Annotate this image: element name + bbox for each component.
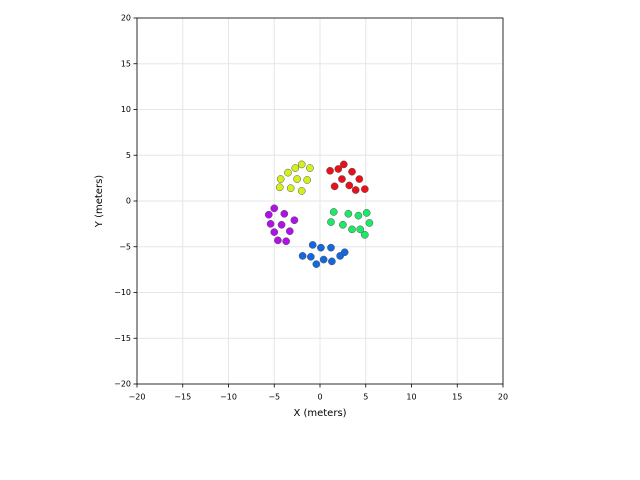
point — [308, 241, 317, 249]
point — [290, 216, 299, 225]
point — [270, 204, 279, 213]
point — [282, 237, 290, 246]
point — [286, 184, 295, 193]
point — [329, 208, 338, 216]
x-tick-label: −10 — [220, 393, 237, 402]
point — [355, 175, 364, 183]
y-tick-label: 10 — [121, 105, 131, 114]
x-tick-label: 0 — [317, 393, 322, 402]
x-tick-label: 10 — [406, 393, 416, 402]
point — [277, 220, 286, 229]
y-tick-label: 15 — [121, 59, 131, 68]
point — [348, 167, 356, 176]
point — [348, 225, 356, 234]
x-axis-label: X (meters) — [293, 408, 346, 419]
y-tick-label: 5 — [126, 151, 131, 160]
y-axis-label: Y (meters) — [94, 175, 105, 228]
x-tick-label: −15 — [174, 393, 191, 402]
point — [280, 209, 289, 218]
point — [264, 210, 273, 219]
point — [339, 220, 347, 229]
point — [293, 175, 301, 183]
point — [274, 236, 282, 245]
point — [319, 255, 328, 264]
point — [328, 257, 336, 266]
point — [275, 183, 284, 192]
point — [303, 176, 312, 184]
point — [360, 231, 369, 239]
point — [351, 186, 360, 194]
point — [334, 165, 343, 173]
point — [312, 260, 321, 268]
point — [338, 175, 346, 183]
point — [307, 252, 315, 261]
point — [291, 164, 300, 172]
point — [339, 160, 348, 169]
point — [285, 227, 294, 236]
point — [345, 181, 354, 190]
x-tick-label: 15 — [452, 393, 462, 402]
y-tick-label: 20 — [121, 14, 131, 23]
point — [270, 228, 279, 236]
point — [298, 252, 307, 260]
y-tick-label: −15 — [114, 334, 131, 343]
point — [266, 220, 275, 228]
point — [354, 211, 363, 220]
point — [317, 243, 325, 252]
x-tick-label: −5 — [268, 393, 280, 402]
y-tick-label: −10 — [114, 288, 131, 297]
point — [276, 175, 285, 183]
x-tick-label: 5 — [363, 393, 368, 402]
y-tick-label: 0 — [126, 197, 131, 206]
point — [344, 209, 353, 218]
point — [297, 160, 306, 169]
point — [356, 225, 365, 234]
point — [362, 209, 371, 217]
point — [306, 164, 314, 172]
point — [327, 243, 335, 252]
point — [284, 168, 292, 177]
point — [326, 166, 334, 175]
point — [336, 252, 344, 260]
x-tick-label: 20 — [498, 393, 508, 402]
y-tick-label: −20 — [114, 380, 131, 389]
point — [327, 218, 335, 226]
point — [330, 182, 339, 191]
grid — [136, 17, 504, 385]
x-tick-label: −20 — [129, 393, 146, 402]
point — [360, 185, 369, 193]
point — [297, 187, 306, 195]
point — [365, 219, 374, 227]
y-tick-label: −5 — [119, 242, 131, 251]
